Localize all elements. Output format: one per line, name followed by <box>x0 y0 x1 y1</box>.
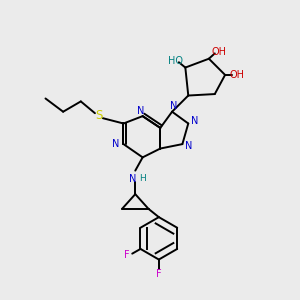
Text: HO: HO <box>167 56 182 66</box>
Text: S: S <box>95 109 102 122</box>
Text: N: N <box>129 174 136 184</box>
Text: N: N <box>185 142 193 152</box>
Text: N: N <box>112 139 120 149</box>
Text: OH: OH <box>212 47 227 57</box>
Text: F: F <box>156 269 162 279</box>
Text: N: N <box>191 116 198 126</box>
Text: F: F <box>124 250 130 260</box>
Text: OH: OH <box>230 70 244 80</box>
Text: N: N <box>170 101 177 111</box>
Text: H: H <box>139 174 146 183</box>
Text: N: N <box>137 106 145 116</box>
